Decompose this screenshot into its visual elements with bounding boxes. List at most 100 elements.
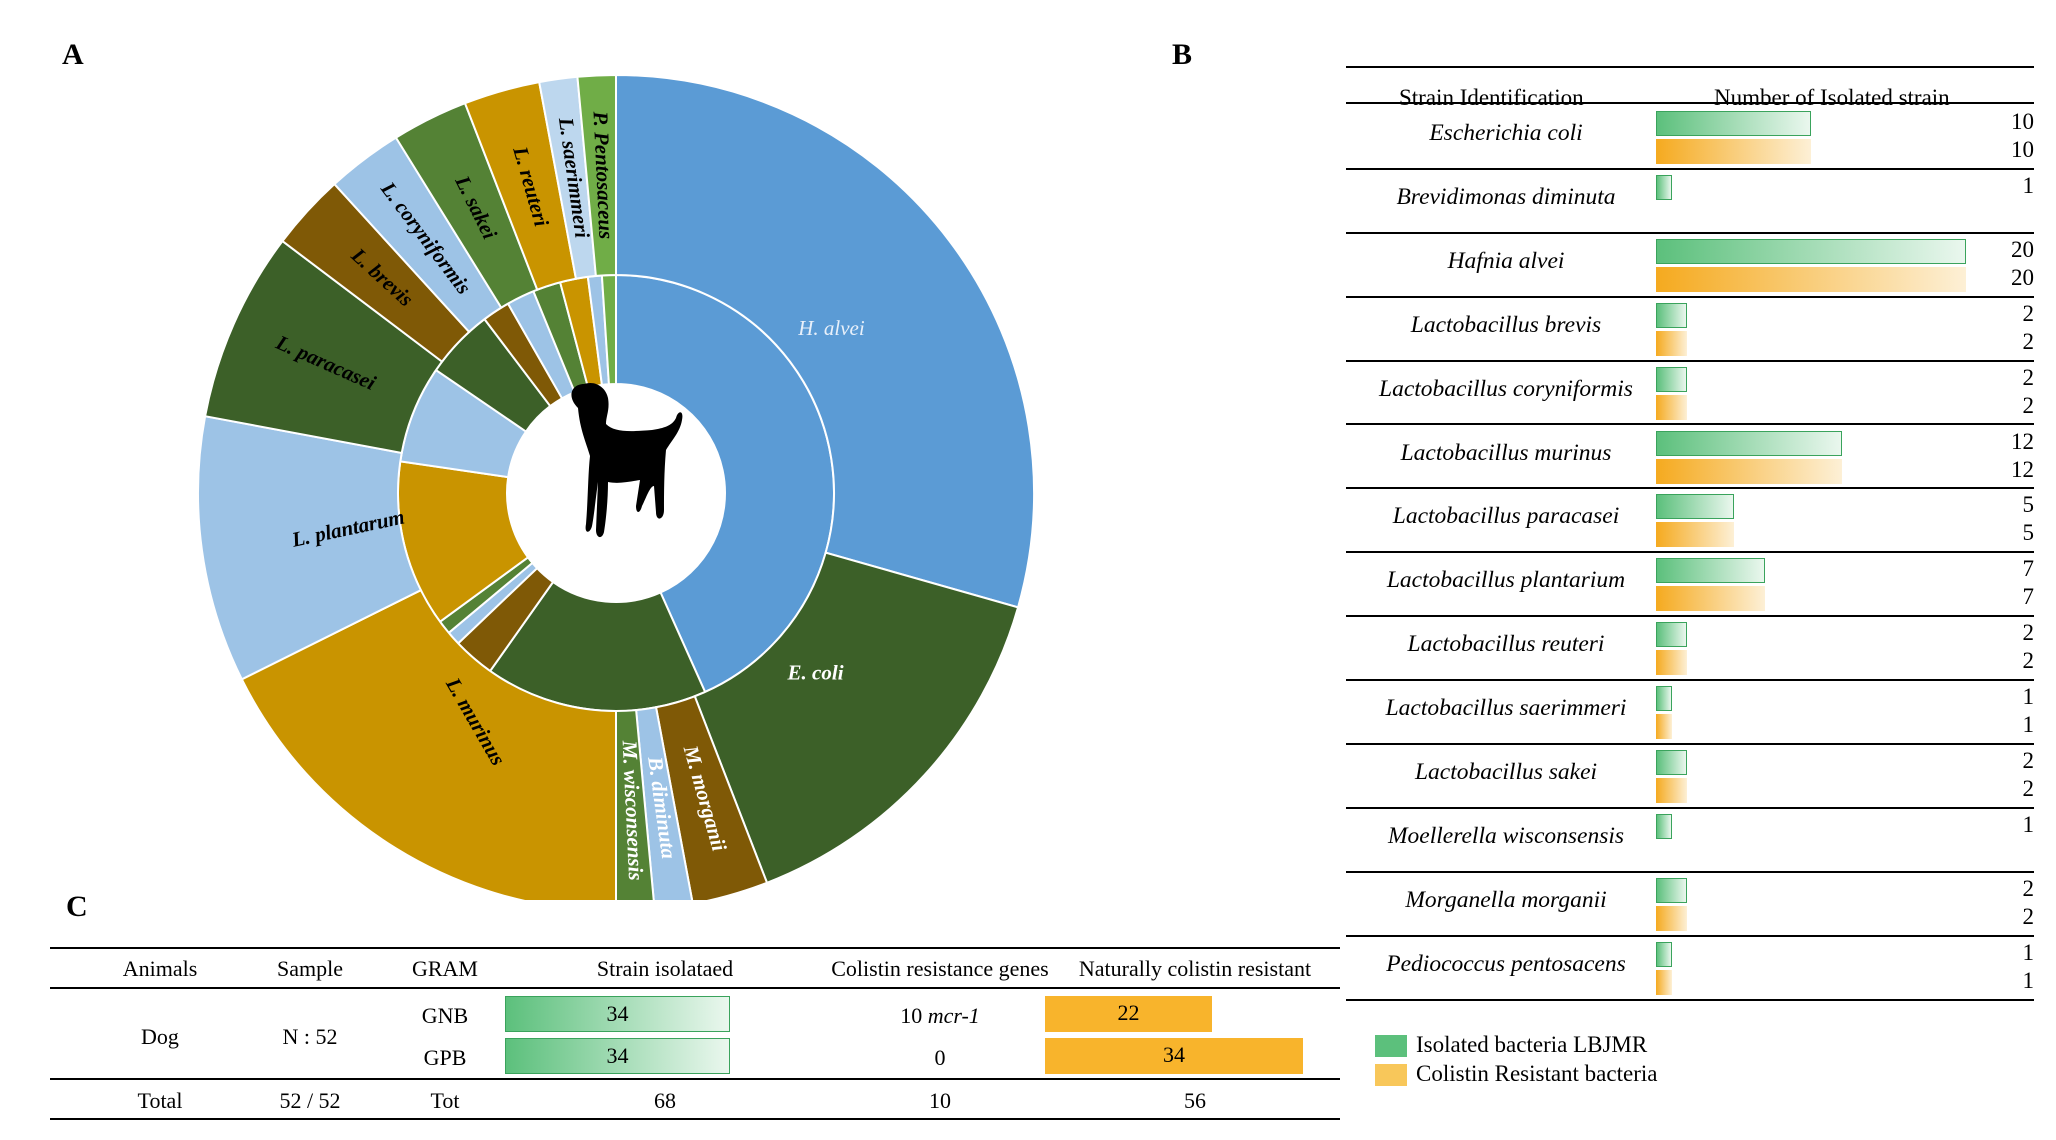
genes-name-gnb: mcr-1 (927, 1003, 980, 1028)
tableC-header-rule (50, 987, 1340, 989)
table-top-rule (1346, 66, 2034, 68)
strain-row: Lactobacillus sakei 2 2 (1346, 745, 2035, 809)
outer-segment-1 (693, 551, 1020, 885)
col-header-strain: Strain isolataed (596, 956, 734, 981)
strain-row: Moellerella wisconsensis 1 (1346, 809, 2034, 873)
cell-gram-gnb: GNB (421, 1003, 469, 1028)
header-number-isolated: Number of Isolated strain (1714, 85, 1950, 110)
isolated-bar (1656, 622, 1687, 648)
cell-animal: Dog (141, 1024, 179, 1049)
isolated-value: 1 (2022, 684, 2035, 710)
dog-icon (571, 382, 683, 538)
strain-row: Lactobacillus murinus 12 12 (1346, 426, 2034, 490)
total-sample: 52 / 52 (279, 1088, 341, 1113)
cell-gram-gpb: GPB (423, 1045, 467, 1070)
strain-name: Lactobacillus brevis (1410, 311, 1602, 338)
strain-name: Lactobacillus coryniformis (1379, 375, 1633, 402)
header-strain-identification: Strain Identification (1399, 85, 1584, 110)
legend-label-isolated: Isolated bacteria LBJMR (1416, 1032, 1648, 1057)
row-separator (1346, 359, 2034, 362)
strain-value-gnb: 34 (606, 1001, 629, 1026)
panel-label-a: A (62, 38, 84, 71)
strain-row: Escherichia coli 10 10 (1346, 106, 2034, 170)
tableC-total-rule (50, 1078, 1340, 1080)
isolated-bar (1656, 558, 1765, 584)
resistant-bar (1656, 586, 1765, 612)
isolated-bar (1656, 750, 1687, 775)
row-separator (1346, 806, 2034, 809)
isolated-bar (1656, 941, 1672, 967)
resistant-value: 1 (2022, 967, 2035, 993)
isolated-value: 2 (2022, 620, 2035, 646)
isolated-value: 2 (2022, 748, 2035, 773)
resistant-bar (1656, 394, 1687, 420)
isolated-value: 12 (2011, 428, 2034, 454)
center-hole (507, 384, 725, 602)
col-header-sample: Sample (277, 956, 343, 981)
panel-label-b: B (1172, 38, 1193, 71)
resistant-bar (1656, 458, 1842, 484)
natural-value-gnb: 22 (1117, 1000, 1140, 1025)
strain-bar-gpb: 34 (505, 1038, 730, 1074)
resistant-bar (1656, 969, 1672, 995)
strain-row: Lactobacillus reuteri 2 2 (1346, 617, 2035, 682)
resistant-bar (1656, 522, 1734, 548)
sunburst-outer-ring (197, 73, 1035, 900)
table-header-rule (1346, 102, 2034, 104)
resistant-value: 2 (2022, 328, 2035, 354)
col-header-animals: Animals (122, 956, 198, 981)
tableC-bottom-rule (50, 1118, 1340, 1120)
tableC-top-rule (50, 947, 1340, 949)
strain-row: Lactobacillus saerimmeri 1 1 (1346, 681, 2035, 745)
panel-label-c: C (66, 890, 88, 923)
total-natural: 56 (1184, 1088, 1206, 1113)
strain-row: Lactobacillus coryniformis 2 2 (1346, 362, 2035, 426)
strain-name: Morganella morganii (1405, 886, 1607, 913)
row-separator (1346, 231, 2034, 234)
cell-genes-gnb: 10 mcr-1 (740, 1003, 1140, 1029)
strain-row: Pediococcus pentosacens 1 1 (1346, 937, 2035, 1001)
natural-bar-gpb: 34 (1045, 1038, 1303, 1074)
isolated-bar (1656, 302, 1687, 328)
table-header: Strain Identification Number of Isolated… (1346, 73, 2034, 110)
outer-segment-13 (576, 73, 617, 278)
col-header-genes: Colistin resistance genes (831, 956, 1049, 981)
resistant-value: 12 (2011, 456, 2034, 482)
isolated-bar (1656, 238, 1966, 264)
resistant-value: 7 (2022, 584, 2035, 610)
isolated-bar (1656, 686, 1672, 712)
isolated-value: 20 (2011, 236, 2034, 262)
cell-sample: N : 52 (282, 1024, 338, 1049)
isolated-value: 7 (2022, 556, 2035, 582)
col-header-gram: GRAM (411, 956, 478, 981)
resistant-value: 20 (2011, 264, 2034, 290)
segment-label-1: E. coli (787, 661, 844, 685)
strain-name: Lactobacillus murinus (1400, 439, 1612, 466)
isolated-bar (1656, 813, 1672, 839)
col-header-natural: Naturally colistin resistant (1078, 956, 1312, 981)
resistant-value: 1 (2022, 712, 2035, 738)
total-label: Total (137, 1088, 183, 1113)
segment-label-0: H. alvei (797, 316, 865, 340)
legend-swatch-resistant (1375, 1064, 1407, 1086)
isolated-bar (1656, 430, 1842, 456)
strain-bar-gnb: 34 (505, 996, 730, 1032)
row-separator (1346, 934, 2034, 937)
isolated-value: 10 (2011, 109, 2034, 134)
total-strain: 68 (654, 1088, 676, 1113)
natural-bar-gnb: 22 (1045, 996, 1212, 1032)
total-genes: 10 (929, 1088, 951, 1113)
resistant-value: 5 (2022, 520, 2035, 546)
isolated-value: 2 (2022, 364, 2035, 390)
strain-name: Lactobacillus paracasei (1392, 503, 1620, 530)
legend-swatch-isolated (1375, 1035, 1407, 1057)
isolated-value: 5 (2022, 492, 2035, 518)
strain-name: Lactobacillus reuteri (1407, 631, 1605, 658)
row-separator (1346, 423, 2034, 426)
outer-segment-5 (240, 588, 617, 900)
strain-name: Escherichia coli (1429, 120, 1583, 146)
isolated-value: 1 (2022, 172, 2035, 198)
resistant-bar (1656, 714, 1672, 740)
row-separator (1346, 167, 2034, 170)
